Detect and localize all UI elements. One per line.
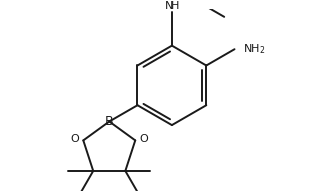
Text: O: O: [70, 134, 79, 144]
Text: N: N: [165, 1, 174, 11]
Text: NH$_2$: NH$_2$: [243, 42, 265, 56]
Text: O: O: [139, 134, 148, 144]
Text: H: H: [171, 1, 179, 11]
Text: B: B: [105, 115, 114, 128]
